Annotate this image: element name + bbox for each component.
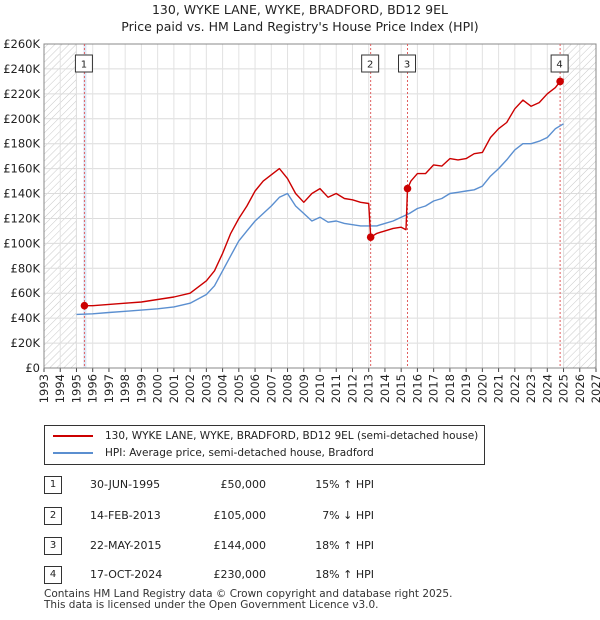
sale-label-box	[74, 54, 93, 73]
sale-hpi-diff: 18% ↑ HPI	[315, 568, 374, 581]
x-tick-label: 2022	[508, 374, 522, 403]
chart-title: 130, WYKE LANE, WYKE, BRADFORD, BD12 9EL	[151, 2, 448, 17]
sale-point	[556, 77, 564, 86]
x-tick-label: 1999	[134, 374, 148, 403]
sale-label: 4	[556, 60, 562, 71]
y-tick-label: £120K	[3, 211, 40, 225]
x-tick-label: 2020	[475, 374, 489, 403]
x-tick-label: 2011	[329, 374, 343, 403]
sale-price: £50,000	[220, 478, 267, 491]
x-tick-label: 2015	[394, 374, 408, 403]
sale-date: 17-OCT-2024	[90, 568, 163, 581]
sale-label-box	[398, 54, 417, 73]
sale-date: 14-FEB-2013	[90, 509, 161, 522]
sale-number-badge: 4	[44, 566, 62, 584]
sale-label-box	[550, 54, 569, 73]
sale-price: £105,000	[213, 509, 267, 522]
y-tick-label: £80K	[11, 261, 41, 275]
y-tick-label: £0	[25, 361, 40, 375]
x-tick-label: 2027	[589, 374, 600, 403]
x-tick-label: 2021	[492, 374, 506, 403]
x-tick-label: 2010	[313, 374, 327, 403]
x-tick-label: 2019	[459, 374, 473, 403]
price-chart: £0 £20K £40K £60K £80K £100K £120K £140K £160K £1…	[3, 37, 600, 403]
sale-price: £230,000	[213, 568, 267, 581]
x-tick-label: 1993	[37, 374, 51, 403]
y-tick-label: £140K	[3, 187, 40, 201]
legend-label-property: 130, WYKE LANE, WYKE, BRADFORD, BD12 9EL…	[105, 430, 479, 442]
y-tick-label: £260K	[3, 37, 40, 51]
y-tick-label: £220K	[3, 87, 40, 101]
x-tick-label: 2001	[167, 374, 181, 403]
x-tick-label: 2016	[410, 374, 424, 403]
table-row: 1 30-JUN-1995 £50,000 15% ↑ HPI	[44, 476, 464, 496]
y-tick-label: £20K	[11, 336, 41, 350]
x-tick-label: 2025	[557, 374, 571, 403]
sale-hpi-diff: 7% ↓ HPI	[322, 509, 374, 522]
footer: Contains HM Land Registry data © Crown c…	[44, 589, 452, 611]
table-row: 4 17-OCT-2024 £230,000 18% ↑ HPI	[44, 566, 464, 586]
sale-number-badge: 2	[44, 507, 62, 525]
legend-swatch-hpi	[53, 452, 93, 454]
legend-label-hpi: HPI: Average price, semi-detached house,…	[105, 447, 374, 459]
x-tick-label: 2008	[281, 374, 295, 403]
x-tick-label: 1998	[118, 374, 132, 403]
sale-label: 2	[367, 60, 373, 71]
x-tick-label: 2004	[216, 374, 230, 403]
sale-number-badge: 1	[44, 476, 62, 494]
sale-price: £144,000	[213, 539, 267, 552]
x-tick-label: 2006	[248, 374, 262, 403]
legend-item-hpi: HPI: Average price, semi-detached house,…	[53, 445, 374, 461]
legend-swatch-property	[53, 435, 93, 437]
y-tick-label: £100K	[3, 236, 40, 250]
x-tick-label: 2026	[573, 374, 587, 403]
sale-point	[80, 301, 89, 310]
sale-hpi-diff: 18% ↑ HPI	[315, 539, 374, 552]
x-tick-label: 2009	[297, 374, 311, 403]
y-tick-label: £40K	[11, 311, 41, 325]
x-tick-label: 2005	[232, 374, 246, 403]
sale-label: 3	[404, 60, 410, 71]
x-tick-label: 2013	[362, 374, 376, 403]
x-tick-label: 2017	[427, 374, 441, 403]
plot-frame	[43, 43, 597, 369]
sale-point	[366, 233, 375, 241]
x-tick-label: 2023	[524, 374, 538, 403]
x-tick-label: 1995	[69, 374, 83, 403]
sale-label-box	[361, 54, 380, 73]
table-row: 3 22-MAY-2015 £144,000 18% ↑ HPI	[44, 537, 464, 557]
x-tick-label: 2012	[345, 374, 359, 403]
chart-subtitle: Price paid vs. HM Land Registry's House …	[121, 19, 479, 34]
x-tick-label: 1997	[102, 374, 116, 403]
legend: 130, WYKE LANE, WYKE, BRADFORD, BD12 9EL…	[44, 425, 485, 465]
y-tick-label: £200K	[3, 112, 40, 126]
property-price-line	[84, 78, 564, 307]
legend-item-property: 130, WYKE LANE, WYKE, BRADFORD, BD12 9EL…	[53, 428, 478, 444]
x-tick-label: 2002	[183, 374, 197, 403]
sale-number-badge: 3	[44, 537, 62, 555]
sale-date: 30-JUN-1995	[90, 478, 161, 491]
y-tick-label: £240K	[3, 62, 40, 76]
footer-licence: This data is licensed under the Open Gov…	[44, 599, 379, 611]
x-tick-label: 2003	[199, 374, 213, 403]
hpi-line	[76, 123, 564, 316]
y-tick-label: £180K	[3, 137, 40, 151]
sale-point	[403, 184, 412, 193]
x-tick-label: 2000	[151, 374, 165, 403]
x-tick-label: 2014	[378, 374, 392, 403]
x-tick-label: 1994	[53, 374, 67, 403]
y-tick-label: £160K	[3, 162, 40, 176]
sale-hpi-diff: 15% ↑ HPI	[315, 478, 374, 491]
x-tick-label: 2024	[540, 374, 554, 403]
x-tick-label: 1996	[86, 374, 100, 403]
sale-date: 22-MAY-2015	[90, 539, 162, 552]
footer-copyright: Contains HM Land Registry data © Crown c…	[44, 588, 453, 600]
x-tick-label: 2007	[264, 374, 278, 403]
y-tick-label: £60K	[11, 286, 41, 300]
x-tick-label: 2018	[443, 374, 457, 403]
sale-label: 1	[81, 60, 87, 71]
table-row: 2 14-FEB-2013 £105,000 7% ↓ HPI	[44, 507, 464, 527]
